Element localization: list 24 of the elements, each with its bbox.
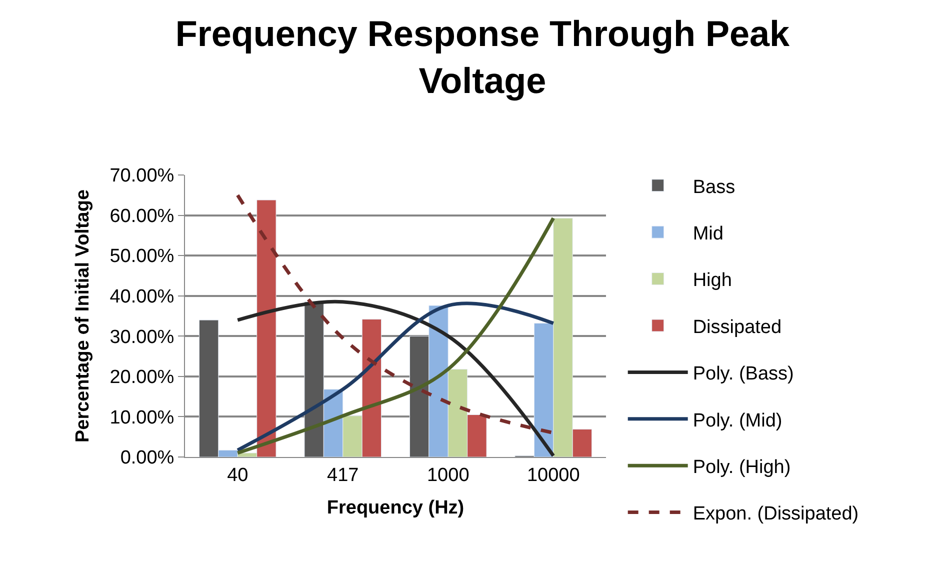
y-tick-label: 30.00% [110,326,174,348]
x-axis-title: Frequency (Hz) [326,498,464,519]
x-tick-label: 10000 [526,464,580,486]
x-tick-label: 417 [327,464,359,486]
legend-label: High [692,270,732,292]
y-tick-label: 20.00% [110,367,174,388]
legend-label: Poly. (Bass) [692,364,794,385]
chart-title: Frequency Response Through Peak Voltage [175,13,791,101]
legend-label: Bass [692,176,736,198]
legend-label: Poly. (Mid) [692,410,782,432]
y-tick-label: 0.00% [120,448,174,469]
legend-label: Expon. (Dissipated) [692,504,859,525]
x-tick-label: 40 [227,464,248,486]
x-tick-label: 1000 [426,464,470,486]
legend-label: Dissipated [692,316,782,338]
line-series [236,216,556,455]
y-axis-title: Percentage of Initial Voltage [72,189,94,443]
y-tick-label: 40.00% [110,286,174,308]
y-tick-label: 50.00% [110,246,174,268]
legend-label: Poly. (High) [692,457,791,478]
legend-label: Mid [692,224,724,244]
y-tick-label: 60.00% [110,206,174,227]
y-tick-label: 10.00% [110,407,174,428]
y-tick-label: 70.00% [110,166,174,187]
